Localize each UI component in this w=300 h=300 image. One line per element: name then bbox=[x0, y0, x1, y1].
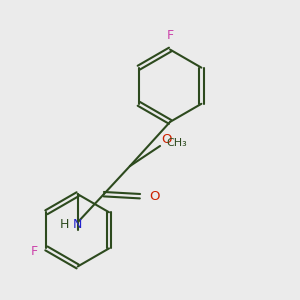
Text: N: N bbox=[73, 218, 82, 231]
Text: H: H bbox=[59, 218, 69, 231]
Text: O: O bbox=[149, 190, 159, 203]
Text: F: F bbox=[167, 29, 174, 42]
Text: F: F bbox=[30, 245, 38, 258]
Text: CH₃: CH₃ bbox=[166, 138, 187, 148]
Text: O: O bbox=[161, 134, 171, 146]
